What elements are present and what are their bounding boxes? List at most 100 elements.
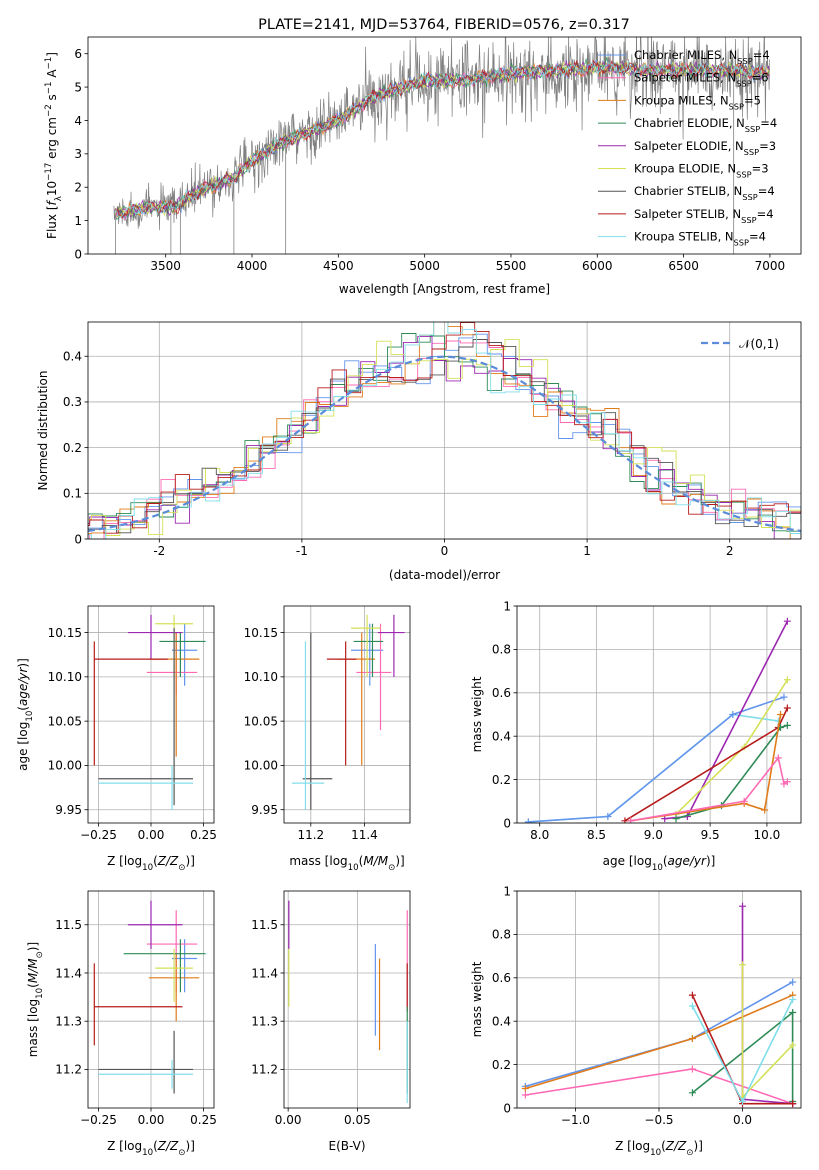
axes-frame: [283, 605, 411, 824]
x-tick-label: 4000: [237, 259, 268, 273]
x-tick-label: 0.05: [344, 1113, 371, 1127]
y-axis-label: Normed distribution: [36, 371, 50, 491]
weight-marker: [627, 817, 635, 823]
weight-marker: [524, 818, 532, 823]
error-bar-point: [98, 1059, 193, 1089]
x-axis-label: mass [log10(M/M⊙)]: [289, 854, 404, 873]
plot-area: [292, 614, 405, 810]
error-bar-point: [93, 641, 168, 766]
y-tick-label: 0.6: [492, 971, 511, 985]
weight-line: [528, 696, 785, 823]
x-tick-label: 0.0: [733, 1113, 752, 1127]
grid: [284, 606, 410, 823]
x-tick-label: 3500: [150, 259, 181, 273]
mass-vs-Z-axes: −0.25 0.00 0.25 11.2 11.3 11.4 11.5 Z [log10(Z/…: [26, 890, 217, 1158]
y-tick-label: 11.5: [251, 918, 278, 932]
x-tick-label: 6000: [582, 259, 613, 273]
y-tick-label: 0.4: [492, 1015, 511, 1029]
grid: [517, 605, 801, 824]
weight-series: [521, 991, 797, 1092]
x-tick-label: -1: [296, 544, 308, 558]
y-tick-label: 10.00: [48, 759, 82, 773]
legend: 𝒩(0,1): [701, 337, 779, 351]
x-axis-label: Z [log10(Z/Z⊙)]: [107, 1139, 195, 1158]
weight-marker: [688, 1065, 696, 1073]
x-axis-label: wavelength [Angstrom, rest frame]: [339, 282, 550, 296]
histogram-step: [88, 336, 801, 539]
grid: [88, 606, 214, 823]
age-vs-mass-axes: 11.2 11.4 9.95 10.00 10.05 10.10 10.15 mass [lo…: [244, 605, 411, 873]
weight-marker: [761, 806, 769, 814]
y-tick-label: 0.2: [492, 773, 511, 787]
spectrum-axes: 3500 4000 4500 5000 5500 6000 6500 7000 0 1 2 3 4 5 6 w…: [44, 36, 802, 296]
x-tick-label: 9.0: [644, 828, 663, 842]
y-tick-label: 9.95: [55, 803, 82, 817]
legend: Chabrier MILES, NSSP=4 Salpeter MILES, NS…: [598, 48, 777, 248]
chart-title: PLATE=2141, MJD=53764, FIBERID=0576, z=0…: [258, 17, 630, 33]
axes-frame: [516, 890, 802, 1109]
y-axis-label: age [log10(age/yr)]: [16, 658, 35, 771]
weight-line: [624, 707, 789, 822]
x-tick-label: 0.00: [275, 1113, 302, 1127]
y-tick-label: 6: [74, 47, 82, 61]
weight-marker: [739, 1097, 747, 1105]
weight-series: [524, 693, 788, 823]
weight-marker: [604, 812, 612, 820]
x-axis-label: Z [log10(Z/Z⊙)]: [615, 1139, 703, 1158]
grid: [517, 890, 801, 1109]
error-bar-point: [292, 641, 325, 810]
weight-marker: [521, 1084, 529, 1092]
y-tick-label: 1: [74, 214, 82, 228]
axes-frame: [283, 890, 411, 1109]
normal-curve: [88, 355, 801, 533]
y-tick-label: 0.2: [63, 441, 82, 455]
weight-marker: [688, 1002, 696, 1010]
weight-marker: [777, 711, 785, 718]
y-tick-label: 0.4: [492, 730, 511, 744]
y-tick-label: 10.05: [244, 714, 278, 728]
weight-marker: [739, 961, 747, 969]
y-tick-label: 5: [74, 80, 82, 94]
y-tick-label: 11.3: [55, 1015, 82, 1029]
y-tick-label: 0: [74, 247, 82, 261]
error-bar-point: [353, 623, 384, 677]
x-axis-label: Z [log10(Z/Z⊙)]: [107, 854, 195, 873]
weight-series: [627, 754, 791, 823]
legend-label: Chabrier STELIB, NSSP=4: [634, 184, 775, 202]
weight-series: [672, 676, 791, 818]
legend-label: Chabrier ELODIE, NSSP=4: [634, 116, 777, 134]
weight-marker: [783, 778, 791, 786]
x-tick-label: 6500: [668, 259, 699, 273]
weight-marker: [789, 1100, 797, 1108]
weight-marker: [780, 693, 788, 701]
weight-marker: [789, 978, 797, 986]
y-tick-label: 11.4: [251, 966, 278, 980]
y-tick-label: 0.3: [63, 395, 82, 409]
x-axis-label: age [log10(age/yr)]: [603, 854, 716, 873]
x-tick-label: 11.4: [351, 828, 378, 842]
weight-marker: [783, 617, 791, 625]
weight-line: [741, 906, 793, 1105]
x-tick-label: 0.00: [138, 1113, 165, 1127]
error-bar-point: [302, 632, 333, 810]
weight-line: [630, 756, 788, 822]
grid: [284, 891, 410, 1108]
y-tick-label: 10.15: [48, 626, 82, 640]
error-bar-point: [98, 765, 193, 810]
x-tick-label: 0.00: [138, 828, 165, 842]
weight-marker: [789, 996, 797, 1003]
x-tick-label: 10.0: [754, 828, 781, 842]
legend-label: Salpeter MILES, NSSP=6: [634, 71, 769, 89]
weight-series: [672, 721, 791, 823]
weight-marker: [789, 1041, 797, 1049]
histogram-step: [88, 322, 801, 534]
y-tick-label: 10.05: [48, 714, 82, 728]
error-bar-point: [127, 614, 183, 660]
legend-label: Kroupa STELIB, NSSP=4: [634, 230, 766, 248]
error-bar-point: [93, 963, 183, 1046]
y-tick-label: 3: [74, 147, 82, 161]
legend-label: Chabrier MILES, NSSP=4: [634, 48, 770, 66]
legend-label: 𝒩(0,1): [739, 337, 779, 351]
weight-marker: [739, 902, 747, 910]
model-line: [114, 59, 770, 219]
